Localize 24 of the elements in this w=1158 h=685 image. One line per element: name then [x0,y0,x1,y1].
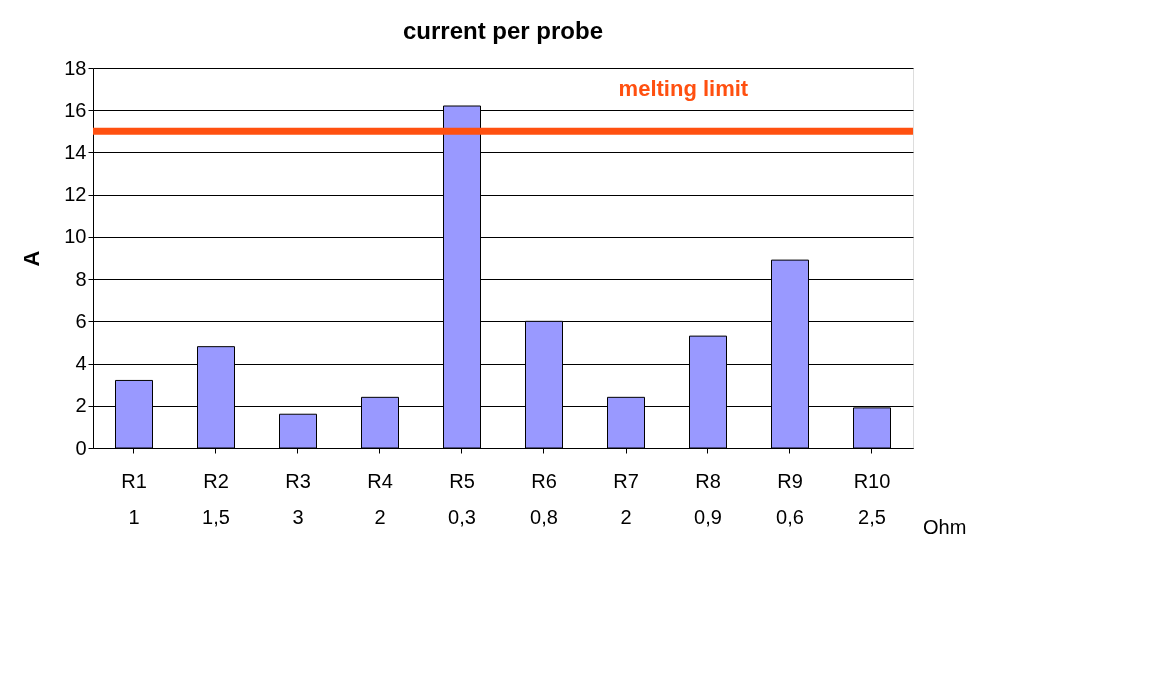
text: Ohm [923,516,967,538]
x-tick-label: R1 1 [121,469,147,528]
y-tick-label: 2 [75,394,87,417]
x-tick-label: R10 2,5 [853,469,891,528]
y-tick-label: 16 [64,98,87,121]
y-tick-label: 6 [75,309,87,332]
ref-line-label: melting limit [618,76,749,102]
x-tick-label: R2 1,5 [202,469,230,528]
chart-title: current per probe [402,17,604,44]
y-tick-label: 18 [64,56,87,79]
x-tick-label: R5 0,3 [448,469,476,528]
x-tick-label: R4 2 [367,469,393,528]
x-tick-label: R6 0,8 [530,469,558,528]
y-tick-label: 0 [75,436,87,459]
y-tick-label: 12 [64,183,87,206]
y-tick-label: 4 [75,352,87,375]
y-tick-label: 14 [64,140,87,163]
x-tick-label: R8 0,9 [694,469,722,528]
y-axis-title: A [19,250,45,267]
x-tick-label: R9 0,6 [776,469,804,528]
y-tick-label: 10 [64,225,87,248]
x-tick-label: R3 3 [285,469,311,528]
y-tick-label: 8 [75,267,87,290]
x-tick-label: R7 2 [613,469,639,528]
